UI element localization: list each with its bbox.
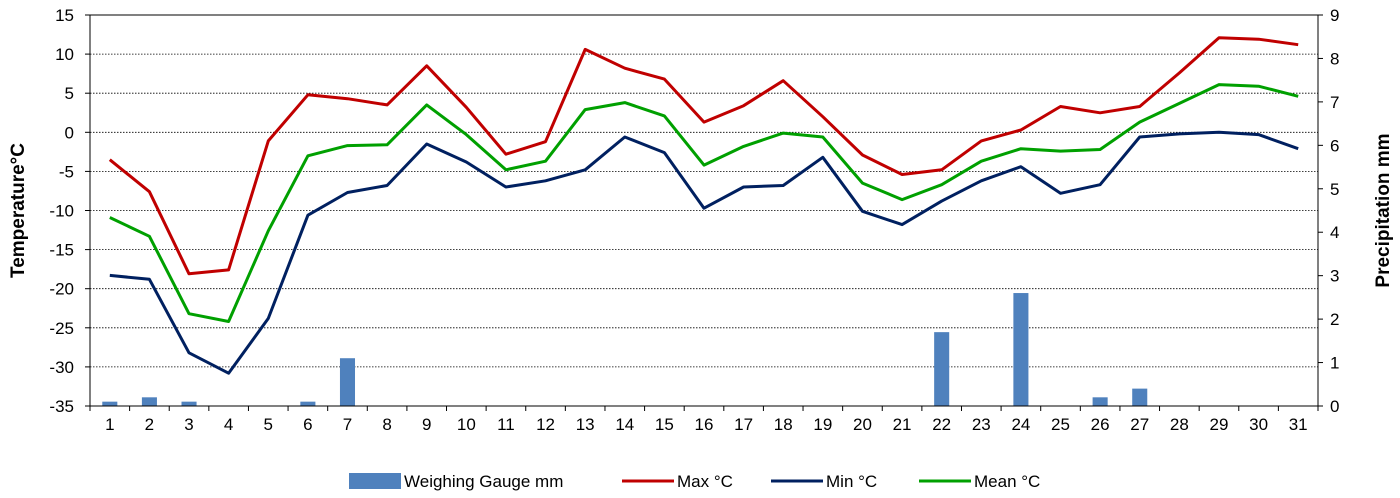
x-tick-label: 13 xyxy=(576,415,595,434)
axis-titles: Temperature°C Precipitation mm xyxy=(8,133,1394,287)
x-tick-label: 26 xyxy=(1091,415,1110,434)
x-tick-label: 20 xyxy=(853,415,872,434)
bar-day-24 xyxy=(1013,293,1029,406)
bar-day-3 xyxy=(181,401,197,406)
left-tick-label: 5 xyxy=(65,84,74,103)
legend-label-mean-c: Mean °C xyxy=(974,472,1040,491)
x-tick-label: 21 xyxy=(893,415,912,434)
x-tick-label: 31 xyxy=(1289,415,1308,434)
bar-day-2 xyxy=(141,397,157,406)
left-tick-label: -5 xyxy=(59,162,74,181)
bar-day-27 xyxy=(1132,388,1148,406)
x-tick-label: 14 xyxy=(615,415,634,434)
left-tick-label: -20 xyxy=(49,280,74,299)
x-tick-label: 10 xyxy=(457,415,476,434)
left-tick-label: 0 xyxy=(65,123,74,142)
x-tick-label: 24 xyxy=(1011,415,1030,434)
right-tick-label: 8 xyxy=(1330,49,1339,68)
x-tick-label: 28 xyxy=(1170,415,1189,434)
right-tick-label: 5 xyxy=(1330,180,1339,199)
x-tick-label: 18 xyxy=(774,415,793,434)
right-tick-label: 6 xyxy=(1330,136,1339,155)
legend-key-weighing-gauge xyxy=(349,473,401,489)
legend-label-min-c: Min °C xyxy=(826,472,877,491)
bar-series-weighing-gauge xyxy=(102,293,1148,406)
x-tick-label: 6 xyxy=(303,415,312,434)
left-tick-label: -35 xyxy=(49,397,74,416)
x-tick-label: 3 xyxy=(184,415,193,434)
left-tick-label: 10 xyxy=(55,45,74,64)
left-tick-label: -15 xyxy=(49,241,74,260)
x-tick-label: 12 xyxy=(536,415,555,434)
right-tick-label: 9 xyxy=(1330,6,1339,25)
right-tick-label: 1 xyxy=(1330,354,1339,373)
left-tick-label: -10 xyxy=(49,202,74,221)
x-tick-label: 19 xyxy=(813,415,832,434)
x-tick-label: 15 xyxy=(655,415,674,434)
bar-day-6 xyxy=(300,401,316,406)
legend-label-weighing-gauge: Weighing Gauge mm xyxy=(404,472,563,491)
x-tick-label: 29 xyxy=(1210,415,1229,434)
x-tick-label: 30 xyxy=(1249,415,1268,434)
left-tick-label: -30 xyxy=(49,358,74,377)
line-mean-c xyxy=(109,83,1299,323)
y-axis-left-title: Temperature°C xyxy=(8,143,29,278)
gridlines xyxy=(90,53,1318,368)
right-tick-label: 3 xyxy=(1330,267,1339,286)
x-tick-label: 8 xyxy=(382,415,391,434)
bar-day-22 xyxy=(934,332,950,406)
x-tick-label: 16 xyxy=(695,415,714,434)
x-tick-label: 22 xyxy=(932,415,951,434)
legend-label-max-c: Max °C xyxy=(677,472,733,491)
x-tick-label: 11 xyxy=(497,415,515,434)
bar-day-1 xyxy=(102,401,118,406)
right-tick-label: 4 xyxy=(1330,223,1339,242)
line-min-c xyxy=(109,130,1299,375)
line-max-c xyxy=(108,36,1299,276)
x-tick-label: 4 xyxy=(224,415,233,434)
x-tick-label: 1 xyxy=(105,415,114,434)
x-tick-label: 23 xyxy=(972,415,991,434)
bar-day-7 xyxy=(339,358,356,406)
legend: Weighing Gauge mm Max °C Min °C Mean °C xyxy=(349,472,1040,491)
x-tick-label: 27 xyxy=(1130,415,1149,434)
right-tick-label: 7 xyxy=(1330,93,1339,112)
left-tick-label: 15 xyxy=(55,6,74,25)
x-tick-label: 5 xyxy=(264,415,273,434)
line-series-group xyxy=(108,36,1299,375)
x-tick-label: 7 xyxy=(343,415,352,434)
x-tick-label: 25 xyxy=(1051,415,1070,434)
x-tick-label: 2 xyxy=(145,415,154,434)
x-tick-label: 17 xyxy=(734,415,753,434)
x-tick-label: 9 xyxy=(422,415,431,434)
left-tick-label: -25 xyxy=(49,319,74,338)
right-tick-label: 0 xyxy=(1330,397,1339,416)
right-tick-label: 2 xyxy=(1330,310,1339,329)
y-axis-right-title: Precipitation mm xyxy=(1373,133,1394,287)
bar-day-26 xyxy=(1092,397,1108,406)
